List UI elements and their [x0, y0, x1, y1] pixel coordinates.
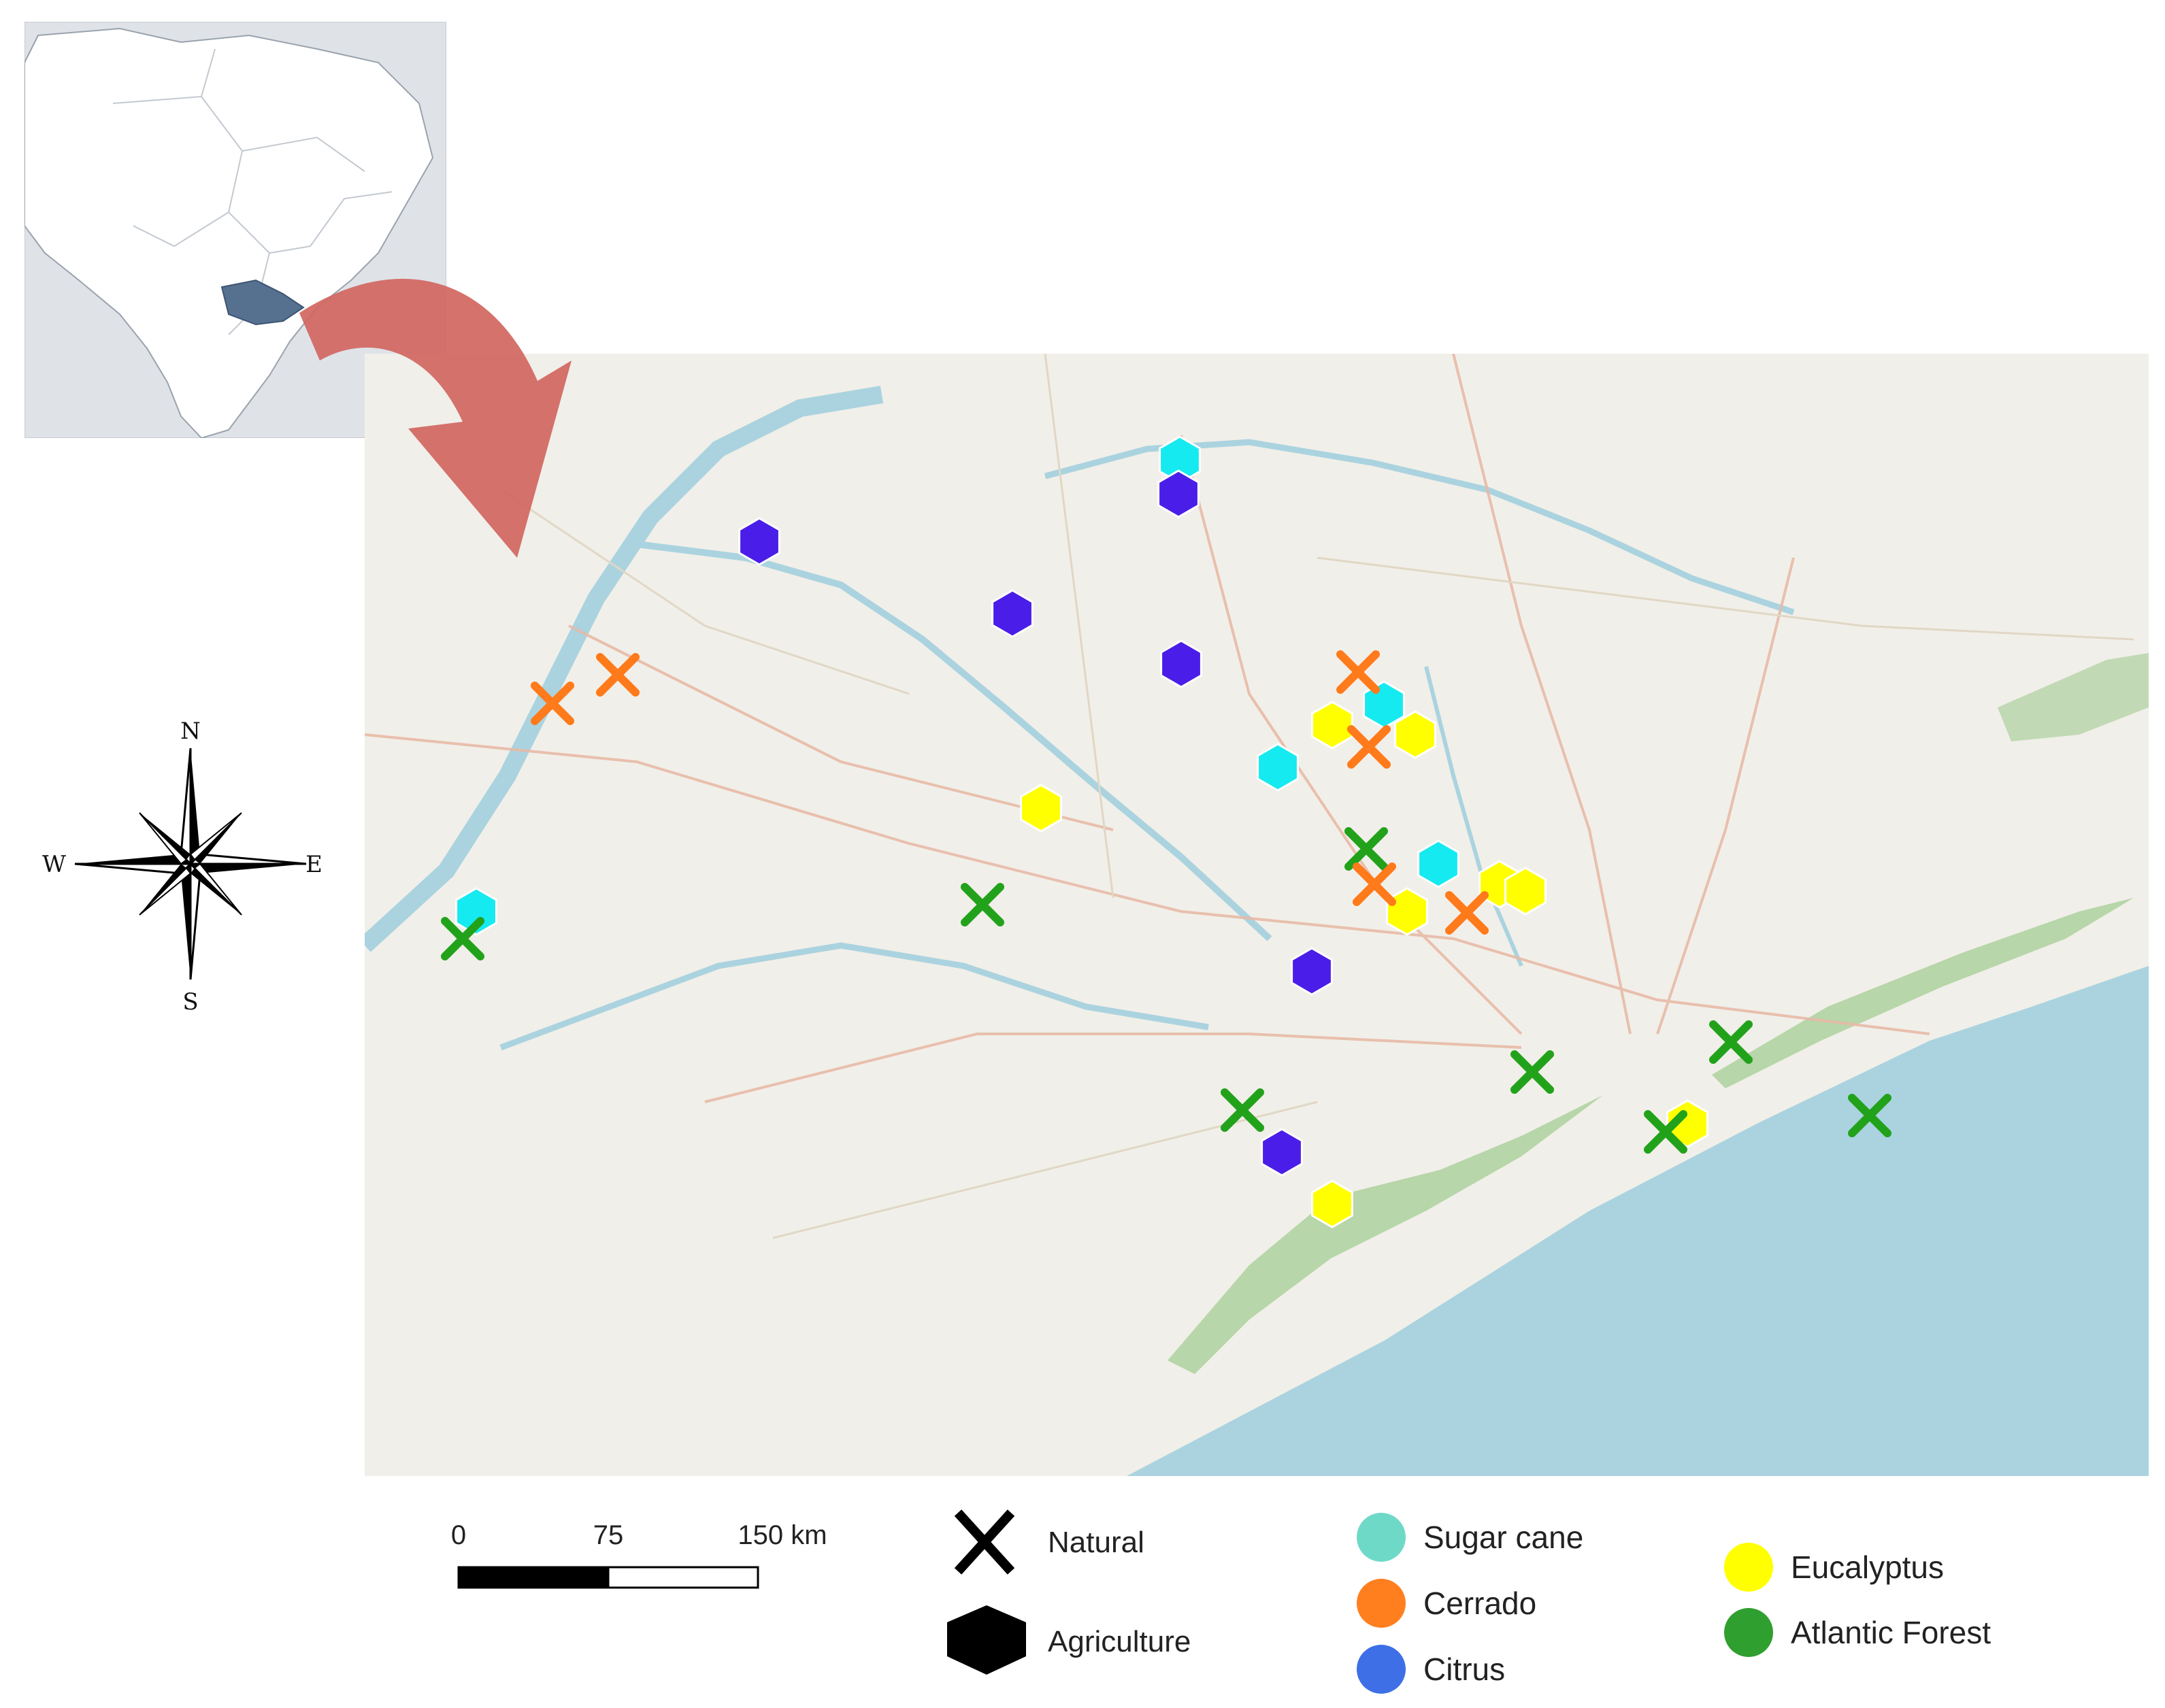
- citrus-agriculture-marker: [1291, 947, 1333, 996]
- legend-sugar-cane-label: Sugar cane: [1423, 1520, 1583, 1555]
- legend-eucalyptus-label: Eucalyptus: [1791, 1550, 1944, 1585]
- cerrado-natural-marker: [1336, 650, 1380, 694]
- sugar-cane-agriculture-marker: [1417, 839, 1459, 888]
- brazil-inset-map: [24, 22, 446, 438]
- compass-rose: N S E W: [41, 714, 327, 1014]
- agriculture-symbol-icon: [947, 1605, 1026, 1675]
- scale-tick-75: 75: [593, 1520, 624, 1550]
- citrus-agriculture-marker: [1160, 639, 1202, 688]
- compass-w-label: W: [42, 851, 66, 878]
- atlantic-forest-swatch: [1724, 1608, 1773, 1657]
- cerrado-natural-marker: [531, 682, 574, 725]
- atlantic-forest-natural-marker: [1709, 1020, 1753, 1064]
- legend-cerrado-label: Cerrado: [1423, 1586, 1536, 1621]
- atlantic-forest-natural-marker: [1221, 1088, 1264, 1132]
- compass-e-label: E: [305, 851, 323, 878]
- atlantic-forest-natural-marker: [1510, 1050, 1554, 1094]
- cerrado-natural-marker: [1353, 863, 1396, 906]
- cerrado-natural-marker: [1347, 725, 1391, 769]
- atlantic-forest-natural-marker: [1644, 1110, 1687, 1154]
- cerrado-swatch: [1357, 1579, 1406, 1628]
- location-arrow: [272, 258, 599, 571]
- eucalyptus-agriculture-marker: [1504, 867, 1547, 916]
- scale-tick-0: 0: [451, 1520, 466, 1550]
- sugar-cane-agriculture-marker: [1257, 743, 1299, 792]
- eucalyptus-agriculture-marker: [1386, 887, 1428, 936]
- compass-s-label: S: [182, 988, 198, 1014]
- citrus-agriculture-marker: [991, 589, 1034, 638]
- scale-bar: 0 75 150 km: [435, 1510, 857, 1598]
- eucalyptus-agriculture-marker: [1666, 1099, 1708, 1148]
- legend-categories: Sugar cane Cerrado Citrus Eucalyptus Atl…: [1334, 1496, 2150, 1701]
- citrus-swatch: [1357, 1645, 1406, 1694]
- citrus-agriculture-marker: [1157, 469, 1200, 518]
- legend-natural-label: Natural: [1048, 1526, 1144, 1559]
- cerrado-natural-marker: [1445, 891, 1489, 935]
- study-area-map: [365, 354, 2149, 1476]
- eucalyptus-agriculture-marker: [1311, 1179, 1353, 1228]
- citrus-agriculture-marker: [1261, 1128, 1303, 1177]
- natural-symbol-icon: [954, 1509, 1015, 1575]
- legend-agriculture-label: Agriculture: [1048, 1625, 1191, 1658]
- legend-atlantic-forest-label: Atlantic Forest: [1791, 1615, 1991, 1650]
- cerrado-natural-marker: [596, 653, 640, 697]
- atlantic-forest-natural-marker: [441, 917, 484, 960]
- scale-tick-150: 150 km: [738, 1520, 827, 1550]
- legend-citrus-label: Citrus: [1423, 1652, 1505, 1687]
- atlantic-forest-natural-marker: [1344, 827, 1388, 871]
- compass-n-label: N: [180, 718, 201, 745]
- eucalyptus-agriculture-marker: [1394, 710, 1436, 759]
- sugar-cane-agriculture-marker: [455, 887, 497, 936]
- citrus-agriculture-marker: [738, 517, 780, 566]
- legend-symbol-types: Natural Agriculture: [946, 1503, 1259, 1680]
- eucalyptus-swatch: [1724, 1543, 1773, 1592]
- atlantic-forest-natural-marker: [1848, 1094, 1891, 1137]
- sugar-cane-swatch: [1357, 1513, 1406, 1562]
- eucalyptus-agriculture-marker: [1311, 701, 1353, 750]
- eucalyptus-agriculture-marker: [1020, 784, 1062, 833]
- atlantic-forest-natural-marker: [961, 883, 1004, 926]
